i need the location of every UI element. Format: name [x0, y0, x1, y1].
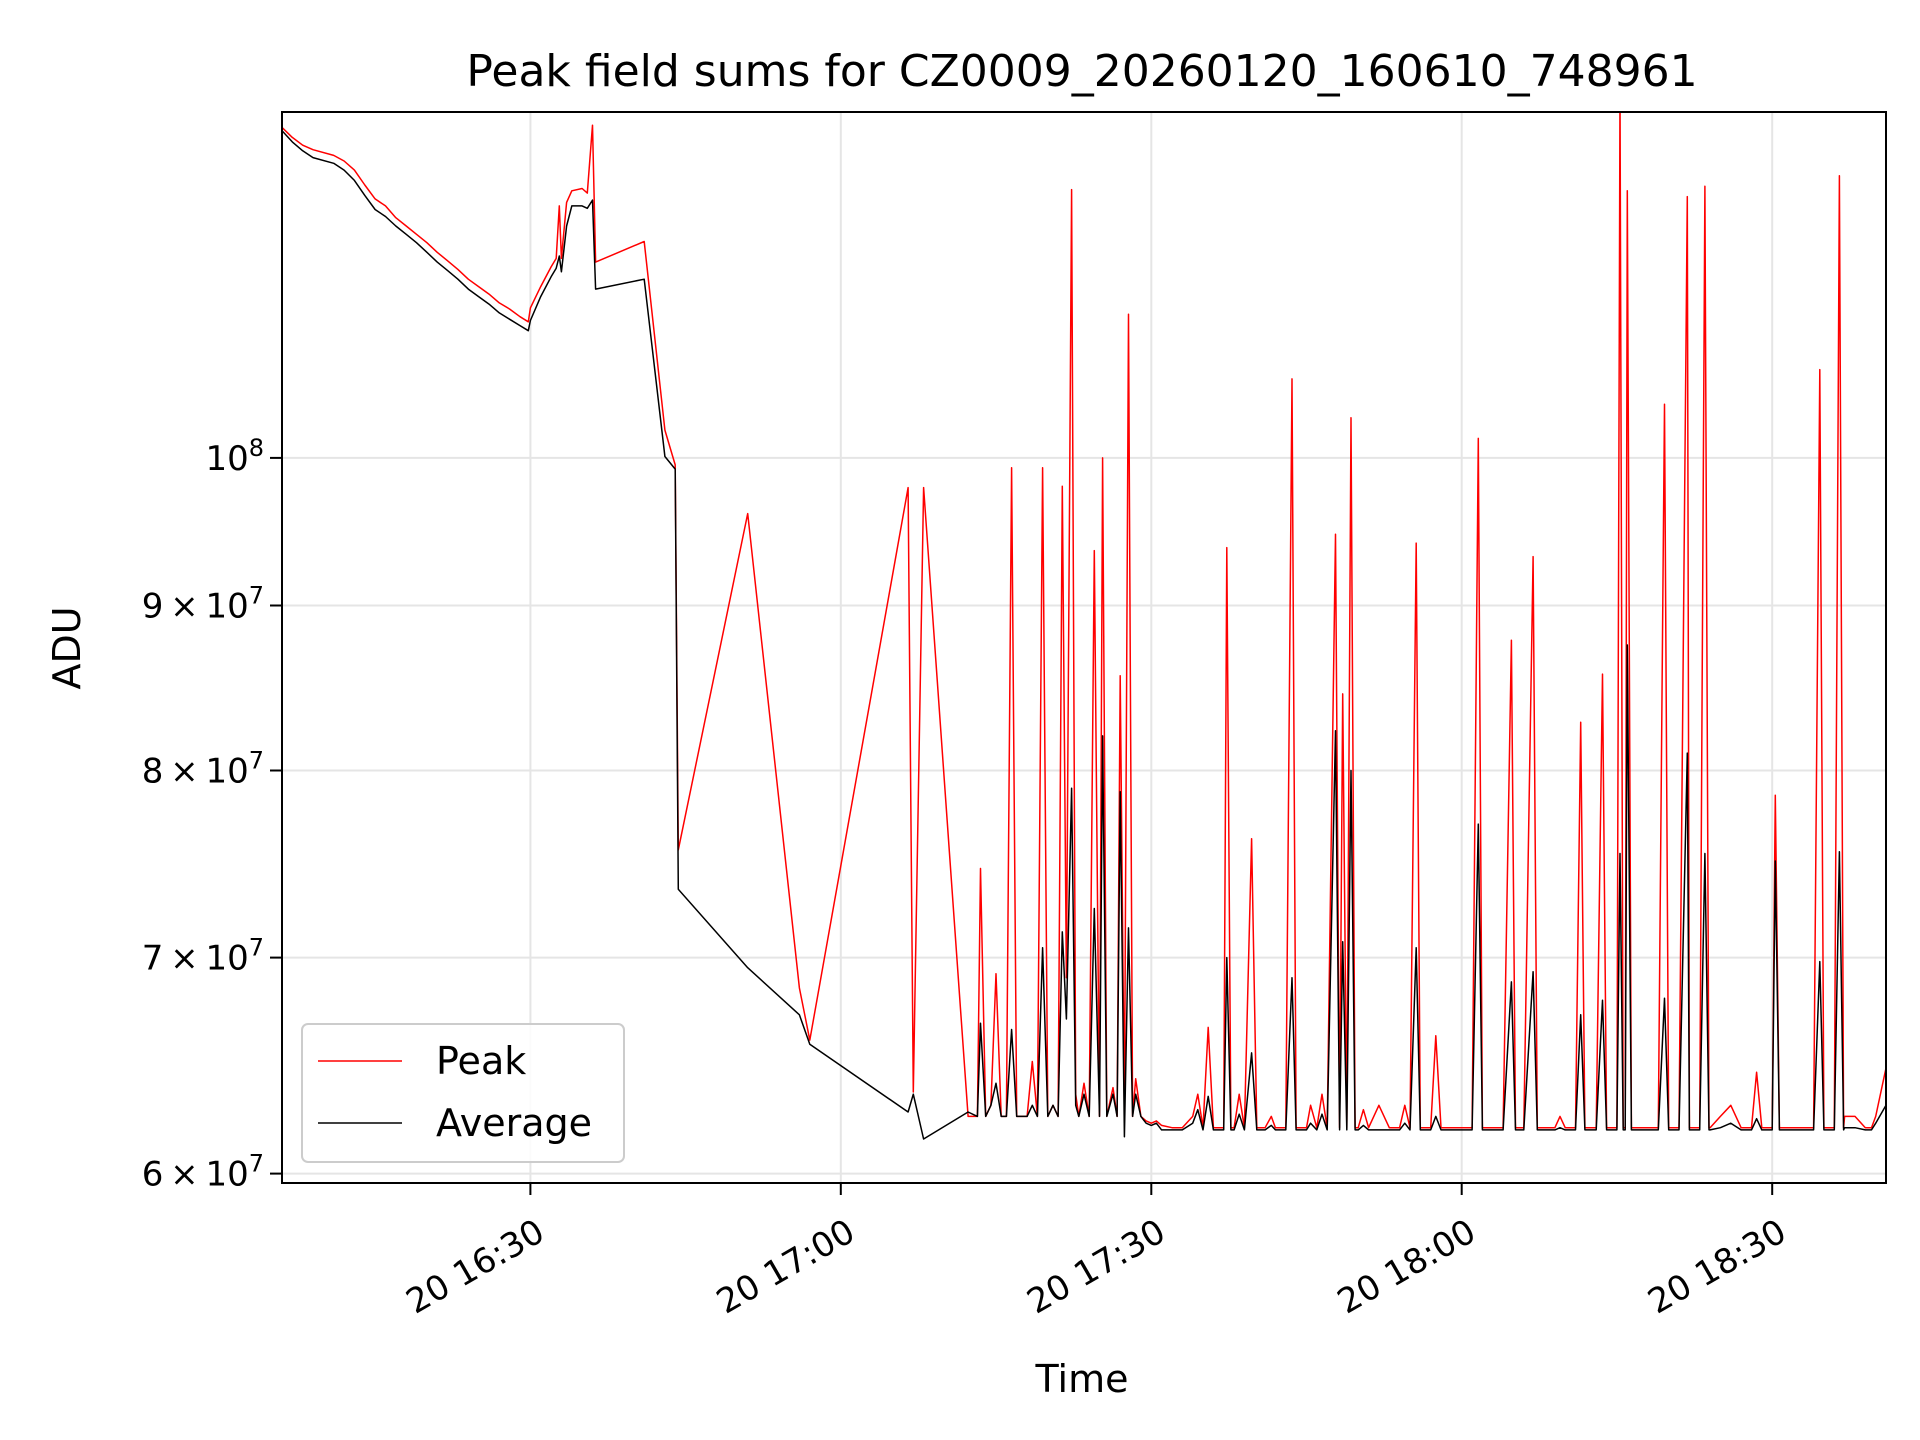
x-axis-label: Time [1035, 1357, 1129, 1401]
legend: Peak Average [301, 1023, 625, 1163]
series-line-average [282, 130, 1886, 1140]
chart-title: Peak field sums for CZ0009_20260120_1606… [466, 46, 1697, 97]
series-layer [282, 112, 1886, 1140]
y-tick-label: 8 × 107 [142, 747, 264, 792]
y-tick-label: 108 [205, 434, 264, 479]
y-tick-label: 6 × 107 [142, 1150, 264, 1195]
legend-box [301, 1023, 625, 1163]
plot-frame [281, 111, 1887, 1184]
legend-average-label: Average [436, 1101, 592, 1145]
y-tick-label: 7 × 107 [142, 934, 264, 979]
y-axis-ticks: 6 × 107 7 × 107 8 × 107 9 × 107 108 [142, 434, 282, 1195]
legend-peak-label: Peak [436, 1039, 526, 1083]
y-axis-label: ADU [45, 606, 89, 689]
y-tick-label: 9 × 107 [142, 582, 264, 627]
